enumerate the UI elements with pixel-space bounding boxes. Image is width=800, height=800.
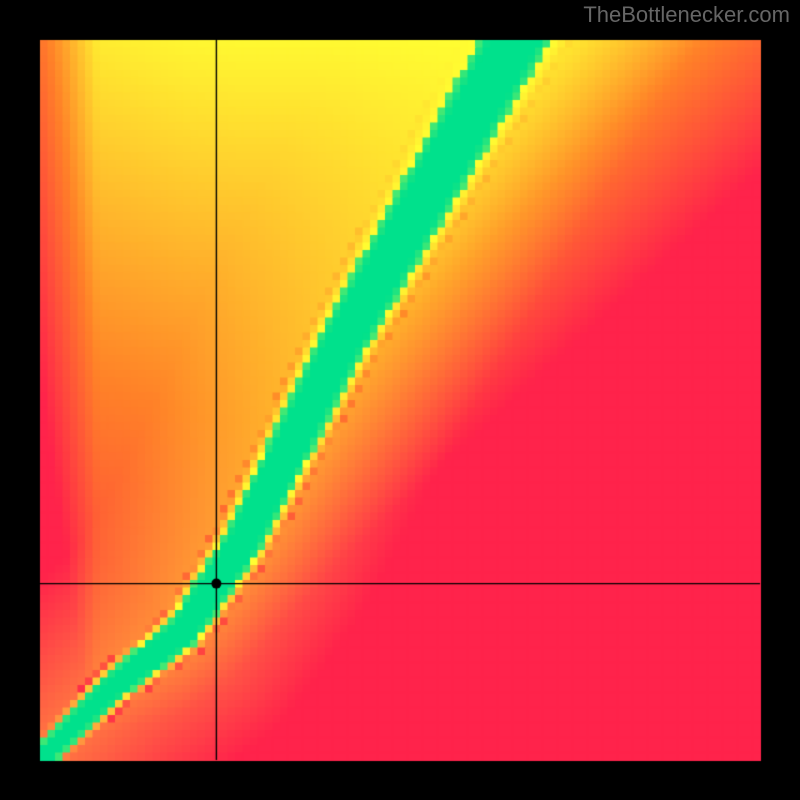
chart-container: TheBottlenecker.com (0, 0, 800, 800)
heatmap-canvas (0, 0, 800, 800)
watermark-text: TheBottlenecker.com (583, 2, 790, 28)
